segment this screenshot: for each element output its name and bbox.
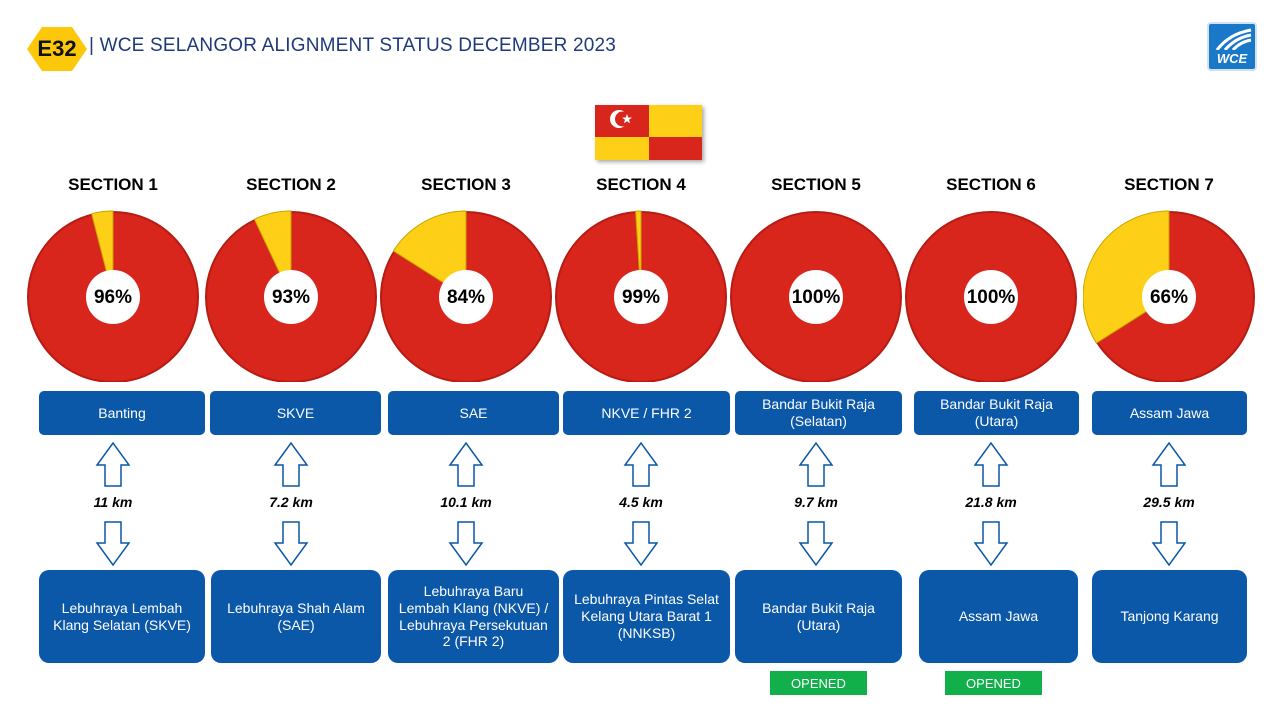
end-point-box: Lebuhraya Baru Lembah Klang (NKVE) / Leb… (388, 570, 559, 663)
start-point-box: Assam Jawa (1092, 391, 1247, 435)
flag-quadrant (595, 105, 649, 137)
distance-label: 11 km (93, 494, 133, 510)
end-point-box: Lebuhraya Shah Alam (SAE) (211, 570, 381, 663)
arrow-down-icon (448, 521, 484, 567)
arrow-up-icon (95, 441, 131, 487)
distance-label: 9.7 km (794, 494, 838, 510)
section-title: SECTION 7 (1124, 175, 1214, 194)
end-point-box: Lebuhraya Lembah Klang Selatan (SKVE) (39, 570, 205, 663)
pie-hole (264, 270, 318, 324)
wce-logo: WCE (1207, 22, 1257, 71)
percent-label: 66% (1149, 287, 1189, 308)
percent-label: 99% (621, 287, 661, 308)
arrow-down-icon (1151, 521, 1187, 567)
percent-label: 96% (93, 287, 133, 308)
arrow-up-icon (623, 441, 659, 487)
progress-pie (905, 211, 1077, 382)
section-title: SECTION 2 (246, 175, 336, 194)
pie-remaining-slice (392, 210, 467, 298)
pie-hole (86, 270, 140, 324)
pie-hole (1142, 270, 1196, 324)
progress-pie (380, 210, 552, 382)
section-title: SECTION 3 (421, 175, 511, 194)
progress-pie (1083, 210, 1255, 382)
section-title: SECTION 1 (68, 175, 158, 194)
arrow-up-icon (273, 441, 309, 487)
pie-hole (614, 270, 668, 324)
flag-quadrant (595, 137, 649, 160)
arrow-down-icon (623, 521, 659, 567)
start-point-box: Bandar Bukit Raja (Utara) (914, 391, 1079, 435)
progress-pie (27, 210, 199, 382)
percent-label: 93% (271, 287, 311, 308)
opened-status-badge: OPENED (945, 671, 1042, 695)
start-point-box: NKVE / FHR 2 (563, 391, 730, 435)
distance-label: 29.5 km (1143, 494, 1195, 510)
section-title: SECTION 5 (771, 175, 861, 194)
crescent-star-icon (610, 110, 632, 128)
end-point-box: Bandar Bukit Raja (Utara) (735, 570, 902, 663)
flag-quadrant (648, 137, 702, 160)
page-title: | WCE SELANGOR ALIGNMENT STATUS DECEMBER… (89, 35, 617, 56)
end-point-box: Lebuhraya Pintas Selat Kelang Utara Bara… (563, 570, 730, 663)
arrow-down-icon (95, 521, 131, 567)
selangor-flag (595, 105, 702, 160)
progress-pie (730, 211, 902, 382)
arrow-up-icon (798, 441, 834, 487)
progress-pie (205, 210, 377, 382)
pie-hole (964, 270, 1018, 324)
section-title: SECTION 6 (946, 175, 1036, 194)
opened-status-badge: OPENED (770, 671, 867, 695)
arrow-up-icon (1151, 441, 1187, 487)
percent-label: 84% (446, 287, 486, 308)
section-title: SECTION 4 (596, 175, 686, 194)
pie-hole (439, 270, 493, 324)
start-point-box: Banting (39, 391, 205, 435)
logo-text: WCE (1216, 51, 1248, 66)
arrow-down-icon (273, 521, 309, 567)
start-point-box: Bandar Bukit Raja (Selatan) (735, 391, 902, 435)
arrow-down-icon (798, 521, 834, 567)
distance-label: 21.8 km (965, 494, 1017, 510)
arrow-up-icon (973, 441, 1009, 487)
percent-label: 100% (966, 287, 1016, 308)
end-point-box: Assam Jawa (919, 570, 1078, 663)
start-point-box: SKVE (210, 391, 381, 435)
pie-hole (789, 270, 843, 324)
arrow-up-icon (448, 441, 484, 487)
arrow-down-icon (973, 521, 1009, 567)
flag-quadrant (648, 105, 702, 137)
progress-pie (555, 210, 727, 382)
e32-route-badge: E32 (27, 27, 87, 71)
road-lines-icon (1215, 28, 1252, 50)
distance-label: 4.5 km (619, 494, 663, 510)
distance-label: 7.2 km (269, 494, 313, 510)
end-point-box: Tanjong Karang (1092, 570, 1247, 663)
start-point-box: SAE (388, 391, 559, 435)
percent-label: 100% (791, 287, 841, 308)
distance-label: 10.1 km (440, 494, 492, 510)
